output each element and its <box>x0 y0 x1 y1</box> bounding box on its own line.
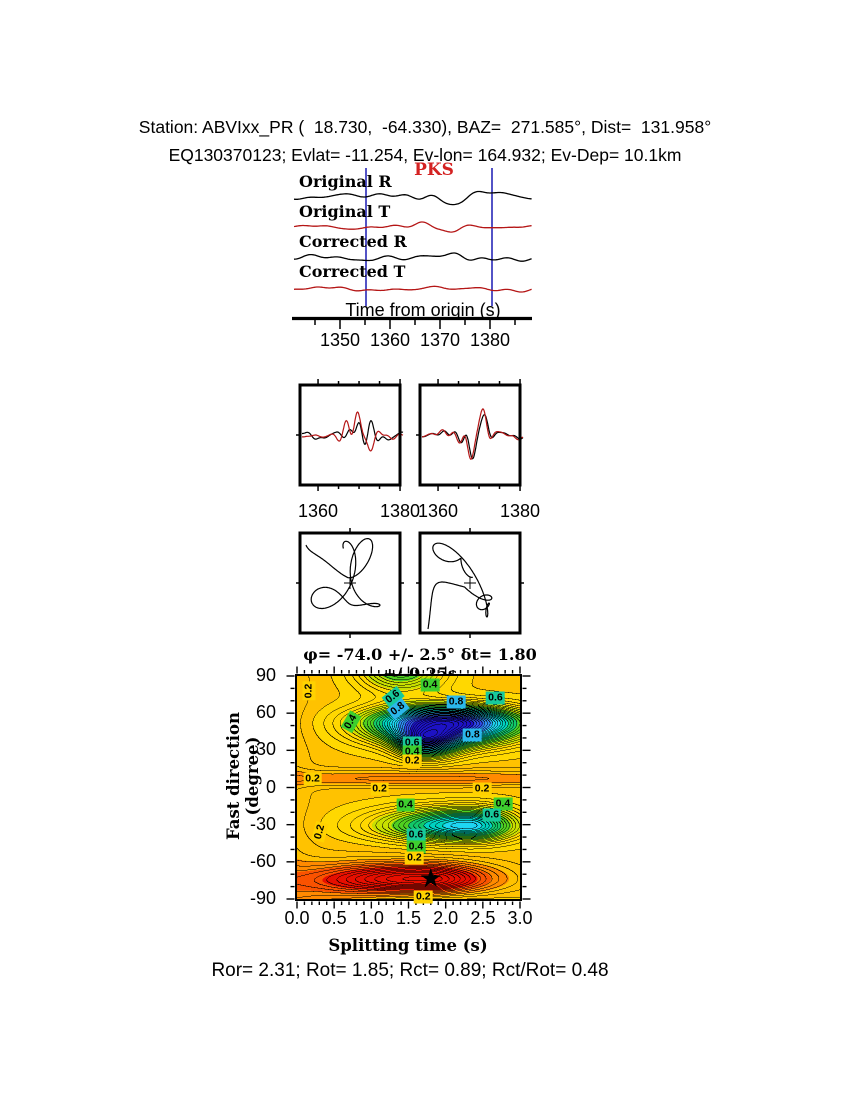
time-axis-tick-label: 1360 <box>369 330 411 350</box>
contour-axes-ticks <box>286 666 531 909</box>
trace-label-corrected-r: Corrected R <box>299 232 407 251</box>
comparison-trace <box>421 414 524 460</box>
seismogram-trace <box>293 285 532 293</box>
phi-tick-label: -60 <box>249 850 276 871</box>
phi-tick-label: -30 <box>249 813 276 834</box>
contour-value-label: 0.2 <box>414 890 433 904</box>
contour-value-label: 0.6 <box>482 808 502 822</box>
phi-tick-label: 0 <box>265 776 276 797</box>
contour-value-label: 0.4 <box>493 797 513 811</box>
seismogram-panel <box>292 168 532 329</box>
event-info-line: EQ130370123; Evlat= -11.254, Ev-lon= 164… <box>168 145 682 165</box>
best-fit-star: ★ <box>419 863 443 894</box>
trace-label-corrected-t: Corrected T <box>299 262 406 281</box>
result-stats: Ror= 2.31; Rot= 1.85; Rct= 0.89; Rct/Rot… <box>211 960 609 981</box>
comparison-trace <box>301 411 404 452</box>
particle-motion-curve <box>305 538 381 610</box>
comparison-tick-label: 1360 <box>298 501 339 521</box>
dt-tick-label: 0.0 <box>284 908 310 928</box>
time-axis-tick-label: 1350 <box>319 330 361 350</box>
contour-value-label: 0.2 <box>370 782 389 796</box>
time-axis-tick-label: 1370 <box>419 330 461 350</box>
contour-value-label: 0.2 <box>472 782 492 796</box>
phase-label-pks: PKS <box>414 160 454 180</box>
particle-motion-curve <box>427 542 493 630</box>
station-info-line: Station: ABVIxx_PR ( 18.730, -64.330), B… <box>138 117 712 137</box>
seismogram-trace <box>293 252 532 262</box>
dt-tick-label: 2.0 <box>433 908 459 928</box>
comparison-tick-label: 1380 <box>500 501 541 521</box>
dt-tick-label: 1.5 <box>395 908 421 928</box>
contour-value-label: 0.2 <box>302 681 316 701</box>
contour-value-label: 0.8 <box>446 695 466 709</box>
time-axis-title: Time from origin (s) <box>345 300 501 320</box>
contour-value-label: 0.4 <box>420 678 440 692</box>
contour-value-label: 0.4 <box>402 745 422 759</box>
contour-value-label: 0.6 <box>406 828 426 842</box>
seismogram-trace <box>293 190 532 206</box>
contour-value-label: 0.4 <box>406 840 426 854</box>
contour-value-label: 0.4 <box>396 798 415 812</box>
seismogram-trace <box>293 221 532 233</box>
contour-value-label: 0.6 <box>486 691 505 705</box>
phi-tick-label: 30 <box>255 739 276 760</box>
trace-label-original-t: Original T <box>299 202 391 221</box>
phi-tick-label: -90 <box>249 888 276 908</box>
comparison-trace <box>421 408 523 460</box>
particle-motion-panel <box>296 528 524 638</box>
dt-tick-label: 3.0 <box>507 908 533 928</box>
phi-tick-label: 60 <box>255 702 276 723</box>
contour-value-label: 0.2 <box>405 851 424 865</box>
y-axis-title: Fast direction (degree) <box>224 711 262 841</box>
comparison-tick-label: 1360 <box>418 501 459 521</box>
contour-value-label: 0.2 <box>402 754 422 768</box>
time-axis-tick-label: 1380 <box>469 330 511 350</box>
waveform-comparison-panel <box>296 379 524 491</box>
dt-tick-label: 0.5 <box>321 908 347 928</box>
x-axis-title: Splitting time (s) <box>328 936 488 955</box>
phi-tick-label: 90 <box>255 665 276 685</box>
comparison-tick-label: 1380 <box>380 501 421 521</box>
contour-value-label: 0.2 <box>303 772 322 786</box>
contour-value-label: 0.8 <box>463 728 482 742</box>
trace-label-original-r: Original R <box>299 172 392 191</box>
dt-tick-label: 2.5 <box>470 908 496 928</box>
dt-tick-label: 1.0 <box>358 908 384 928</box>
